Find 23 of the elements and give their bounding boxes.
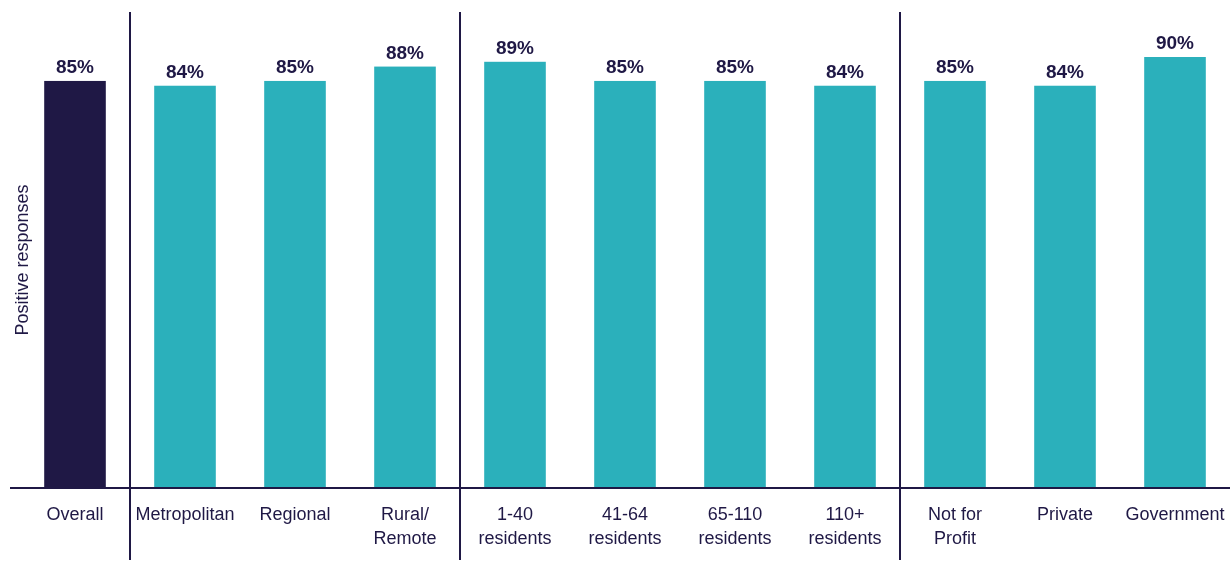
data-label: 85% bbox=[55, 55, 95, 77]
x-tick-label: 65-110 residents bbox=[698, 504, 772, 548]
data-label: 89% bbox=[495, 36, 535, 58]
data-label: 85% bbox=[935, 55, 975, 77]
x-tick-label: Regional bbox=[259, 504, 331, 524]
x-tick-label: 1-40 residents bbox=[478, 504, 552, 548]
x-tick-label: 110+ residents bbox=[808, 504, 882, 548]
data-label: 90% bbox=[1155, 32, 1195, 53]
x-tick-label: Rural/ Remote bbox=[373, 504, 437, 548]
x-tick-label: Metropolitan bbox=[135, 504, 235, 524]
x-tick-label: Overall bbox=[46, 504, 104, 524]
x-tick-label: Not for Profit bbox=[927, 504, 983, 548]
data-label: 85% bbox=[605, 55, 645, 77]
y-axis-title: Positive responses bbox=[12, 184, 32, 336]
x-tick-label: Private bbox=[1036, 504, 1094, 524]
data-label: 84% bbox=[1045, 60, 1085, 82]
x-tick-label: 41-64 residents bbox=[588, 504, 662, 548]
data-label: 88% bbox=[385, 41, 425, 63]
x-tick-label: Government bbox=[1125, 504, 1225, 524]
data-label: 85% bbox=[275, 55, 315, 77]
data-label: 85% bbox=[715, 55, 755, 77]
data-label: 84% bbox=[165, 60, 205, 82]
data-label: 84% bbox=[825, 60, 865, 82]
